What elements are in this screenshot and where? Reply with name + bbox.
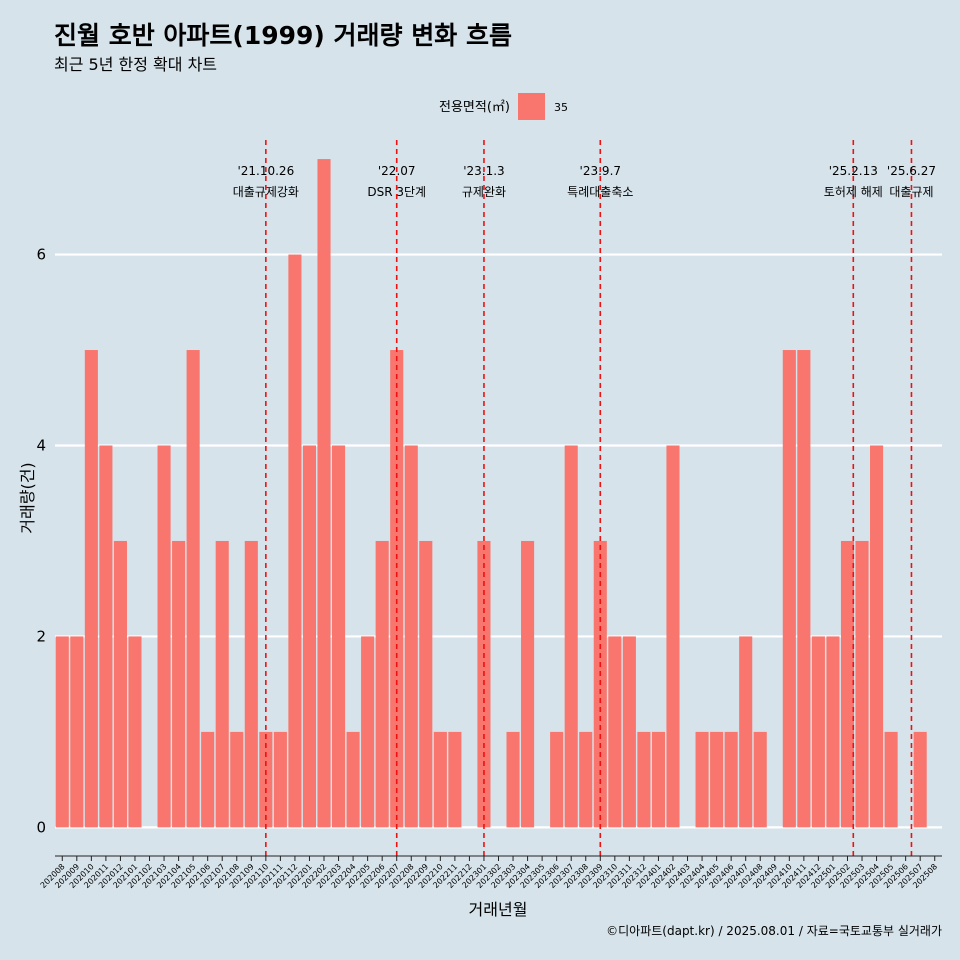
event-date: '25.6.27 <box>887 164 936 178</box>
y-tick-label: 2 <box>36 627 46 645</box>
bar <box>55 636 69 828</box>
bar <box>128 636 142 828</box>
y-tick-label: 6 <box>36 246 46 264</box>
bar <box>811 636 825 828</box>
legend-label: 35 <box>554 101 568 114</box>
event-date: '21.10.26 <box>237 164 294 178</box>
bar <box>404 445 418 828</box>
event-date: '22.07 <box>378 164 416 178</box>
bar <box>550 731 564 828</box>
event-label: 대출규제강화 <box>233 185 299 199</box>
x-axis-label: 거래년월 <box>469 900 528 919</box>
bar <box>332 445 346 828</box>
event-label: 특례대출축소 <box>567 185 633 199</box>
bar <box>506 731 520 828</box>
bar <box>113 540 127 828</box>
legend-swatch <box>518 93 545 120</box>
event-label: 규제완화 <box>462 185 506 199</box>
bar <box>361 636 375 828</box>
bar <box>375 540 389 828</box>
y-tick-label: 0 <box>36 818 46 836</box>
legend-title: 전용면적(㎡) <box>439 100 510 115</box>
bar <box>884 731 898 828</box>
x-axis: 2020082020092020102020112020122021012021… <box>39 855 942 890</box>
bar <box>201 731 215 828</box>
bar <box>215 540 229 828</box>
bar <box>637 731 651 828</box>
bar <box>797 350 811 828</box>
event-date: '25.2.13 <box>829 164 878 178</box>
bar <box>433 731 447 828</box>
bar <box>913 731 927 828</box>
bar <box>157 445 171 828</box>
bar <box>390 350 404 828</box>
event-date: '23.9.7 <box>580 164 621 178</box>
event-label: 대출규제 <box>889 185 933 199</box>
bar <box>739 636 753 828</box>
bar <box>317 159 331 828</box>
event-label: 토허제 해제 <box>824 185 883 199</box>
bar <box>695 731 709 828</box>
bar <box>448 731 462 828</box>
bar <box>855 540 869 828</box>
y-axis-label: 거래량(건) <box>18 462 37 533</box>
event-date: '23.1.3 <box>463 164 504 178</box>
bar <box>666 445 680 828</box>
caption: ©디아파트(dapt.kr) / 2025.08.01 / 자료=국토교통부 실… <box>606 924 942 938</box>
bar <box>840 540 855 828</box>
y-tick-label: 4 <box>36 436 46 454</box>
bar <box>521 540 535 828</box>
chart-title: 진월 호반 아파트(1999) 거래량 변화 흐름 <box>54 21 512 50</box>
bar <box>288 254 302 828</box>
bar <box>230 731 244 828</box>
bar <box>99 445 113 828</box>
bar <box>579 731 593 828</box>
bar <box>651 731 665 828</box>
bar <box>302 445 317 828</box>
bar <box>826 636 840 828</box>
bar <box>186 350 200 828</box>
bar <box>753 731 767 828</box>
bar <box>608 636 622 828</box>
bar <box>70 636 84 828</box>
y-axis: 0 2 4 6 <box>36 246 46 837</box>
bar <box>84 350 98 828</box>
event-label: DSR 3단계 <box>367 185 426 199</box>
legend: 전용면적(㎡) 35 <box>439 93 568 120</box>
bar <box>724 731 738 828</box>
bar <box>346 731 360 828</box>
bar <box>244 540 258 828</box>
bar <box>870 445 884 828</box>
bar <box>419 540 433 828</box>
bar <box>710 731 724 828</box>
bars <box>55 159 927 828</box>
bar <box>172 540 186 828</box>
annotations: '21.10.26 대출규제강화 '22.07 DSR 3단계 '23.1.3 규제완화 '… <box>233 140 936 856</box>
chart-subtitle: 최근 5년 한정 확대 차트 <box>54 55 217 74</box>
bar <box>782 350 796 828</box>
bar <box>564 445 578 828</box>
bar <box>622 636 636 828</box>
bar <box>273 731 287 828</box>
